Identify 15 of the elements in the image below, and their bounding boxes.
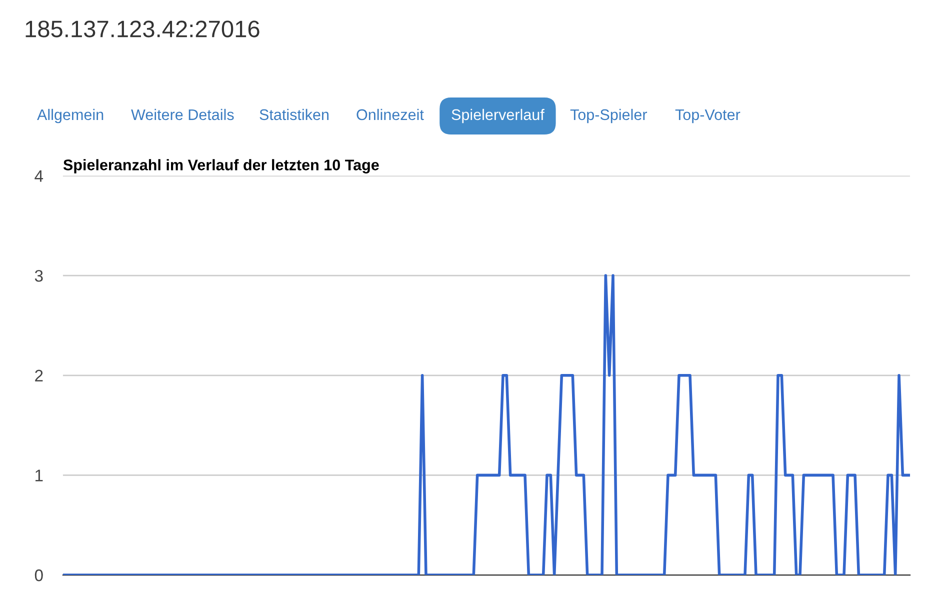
text: 185.137.123.42:27016	[26, 20, 260, 38]
text: Allgemein	[37, 108, 104, 124]
text: Top-Voter	[675, 109, 740, 124]
line-series	[62, 274, 910, 576]
y-tick-label: 3	[34, 270, 43, 282]
text: Top-Spieler	[570, 108, 648, 124]
y-tick-label: 1	[36, 470, 43, 482]
y-tick-label: 4	[34, 170, 44, 182]
text: Onlinezeit	[356, 108, 424, 120]
text: Statistiken	[260, 108, 328, 120]
text: Spielerverlauf	[452, 108, 544, 124]
text: Weitere Details	[131, 108, 234, 120]
y-tick-label: 2	[35, 370, 43, 382]
y-tick-label: 0	[34, 569, 43, 582]
chart-title: Spieleranzahl im Verlauf der letzten 10 Tage	[63, 159, 379, 174]
